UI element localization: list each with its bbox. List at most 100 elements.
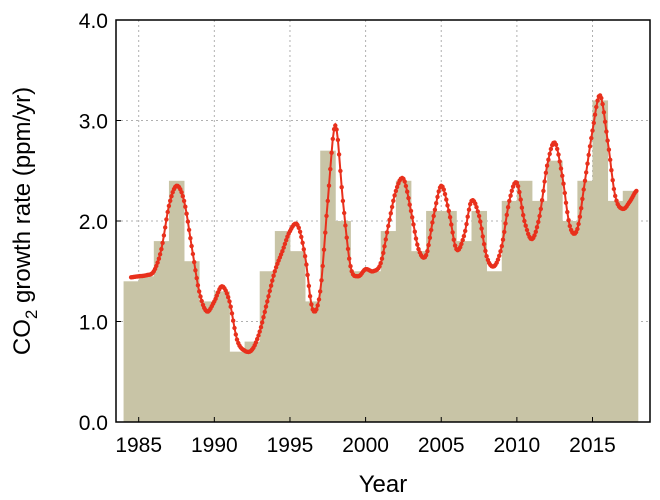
line-point-102 (257, 329, 262, 334)
line-point-142 (307, 294, 313, 299)
line-point-208 (391, 198, 396, 203)
bar-1986 (153, 241, 170, 422)
line-point-205 (387, 217, 392, 222)
line-point-321 (533, 229, 538, 234)
x-tick-label-3: 2000 (342, 434, 389, 457)
y-tick-label-1: 1.0 (79, 312, 108, 335)
line-point-333 (548, 146, 554, 152)
line-point-153 (321, 247, 327, 252)
line-point-200 (381, 250, 386, 256)
line-point-23 (157, 252, 163, 257)
line-point-344 (562, 190, 567, 196)
line-point-110 (267, 288, 272, 294)
line-point-140 (305, 272, 310, 278)
bar-2013 (562, 221, 578, 422)
x-tick-label-5: 2010 (494, 434, 541, 457)
line-point-254 (449, 222, 454, 227)
line-point-298 (504, 212, 509, 218)
line-point-366 (590, 128, 595, 133)
line-point-367 (591, 120, 596, 126)
line-point-329 (543, 170, 549, 175)
line-point-292 (497, 253, 502, 258)
x-tick-label-6: 2015 (569, 434, 616, 457)
x-tick-label-4: 2005 (418, 434, 465, 457)
line-point-24 (159, 246, 164, 252)
line-point-111 (268, 283, 274, 288)
line-point-76 (224, 291, 230, 296)
x-tick-labels: 1985 1990 1995 2000 2005 2010 2015 (115, 417, 616, 457)
line-point-29 (165, 209, 170, 215)
line-point-164 (335, 137, 341, 143)
line-point-402 (634, 188, 639, 194)
line-point-327 (541, 188, 546, 194)
bar-1999 (350, 271, 367, 422)
bar-1992 (244, 341, 261, 422)
line-point-341 (558, 166, 564, 171)
line-point-314 (524, 227, 530, 233)
line-point-384 (613, 193, 618, 199)
line-point-274 (474, 205, 479, 210)
line-point-167 (339, 185, 344, 190)
line-point-356 (577, 214, 583, 219)
x-tick-label-2: 1995 (267, 434, 314, 457)
line-point-301 (508, 193, 513, 198)
line-point-201 (382, 244, 387, 249)
line-point-358 (580, 196, 585, 202)
line-point-383 (611, 186, 617, 192)
line-point-347 (566, 218, 571, 223)
line-point-363 (586, 152, 591, 158)
line-point-162 (333, 123, 338, 128)
line-point-83 (233, 332, 238, 337)
bar-2004 (426, 210, 442, 422)
line-point-276 (476, 213, 482, 219)
y-tick-label-3: 3.0 (79, 111, 108, 134)
line-point-48 (189, 243, 194, 249)
line-point-198 (378, 261, 383, 266)
line-point-168 (340, 198, 346, 204)
line-point-320 (532, 233, 537, 238)
line-point-375 (601, 110, 607, 115)
line-point-112 (270, 278, 275, 283)
line-point-79 (228, 304, 233, 309)
y-tick-labels: 0.0 1.0 2.0 3.0 4.0 (79, 10, 121, 435)
line-point-248 (441, 187, 446, 192)
line-point-31 (168, 198, 173, 203)
line-point-50 (192, 259, 197, 265)
line-point-275 (475, 209, 480, 214)
line-point-313 (523, 223, 528, 228)
line-point-337 (553, 142, 559, 147)
line-point-279 (480, 234, 485, 239)
line-point-295 (500, 237, 506, 242)
line-point-235 (425, 249, 430, 254)
line-point-172 (345, 246, 351, 252)
line-point-199 (379, 256, 385, 261)
line-point-105 (261, 315, 266, 320)
line-point-340 (557, 159, 562, 164)
line-point-297 (503, 221, 508, 226)
bar-1995 (289, 251, 306, 422)
line-point-294 (499, 243, 504, 249)
line-point-291 (495, 257, 501, 262)
bar-2003 (410, 251, 427, 422)
line-point-104 (260, 320, 265, 325)
line-point-264 (461, 233, 467, 239)
line-point-115 (273, 265, 279, 270)
line-point-40 (179, 190, 184, 195)
line-point-309 (518, 197, 523, 202)
line-point-348 (567, 223, 572, 229)
line-point-338 (555, 146, 560, 152)
bar-2007 (471, 210, 488, 422)
line-point-207 (389, 204, 395, 210)
line-point-143 (309, 302, 314, 307)
bar-2002 (395, 180, 412, 422)
line-point-225 (412, 229, 417, 234)
line-point-210 (393, 188, 399, 194)
line-point-203 (384, 230, 390, 235)
line-point-166 (338, 168, 343, 174)
bar-1988 (184, 261, 200, 422)
line-point-282 (484, 254, 489, 259)
line-point-100 (255, 336, 260, 342)
x-axis-title: Year (359, 471, 408, 498)
monthly-growth-line (128, 93, 639, 355)
